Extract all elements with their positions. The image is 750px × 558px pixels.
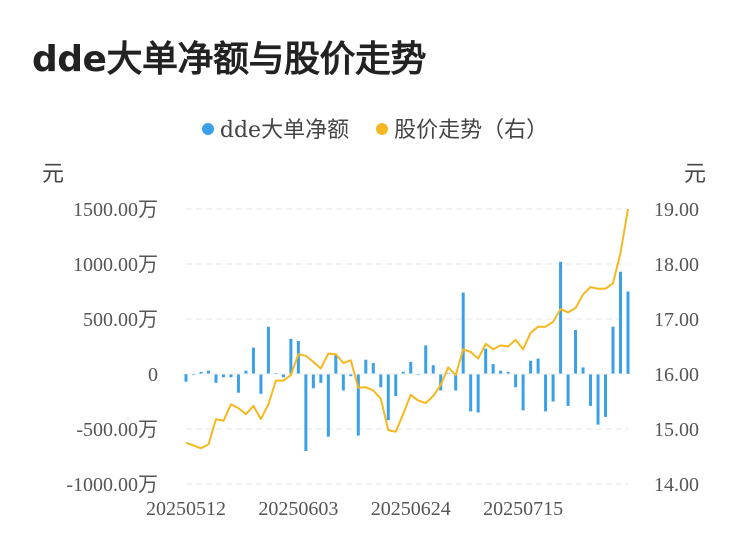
dde-bar [394, 374, 398, 396]
dde-bar [401, 371, 405, 374]
legend-item-dde[interactable]: dde大单净额 [201, 112, 350, 144]
legend: dde大单净额 股价走势（右） [0, 112, 750, 144]
right-tick-label: 16.00 [654, 364, 699, 386]
dde-bar [439, 374, 443, 391]
dde-bar [416, 374, 420, 376]
left-tick-label: 1500.00万 [73, 199, 158, 221]
dde-bar [476, 374, 480, 413]
dde-bar [191, 374, 195, 376]
dde-bar [529, 360, 533, 374]
dde-bar [244, 370, 248, 374]
dde-bar [566, 374, 570, 406]
dde-bar [469, 374, 473, 412]
dde-bar [221, 374, 225, 378]
dde-bar [461, 292, 465, 374]
x-tick-label: 20250715 [483, 498, 563, 520]
dde-bar [544, 374, 548, 412]
dde-bar [349, 374, 353, 377]
dde-bar [491, 364, 495, 374]
left-tick-label: -500.00万 [76, 419, 158, 441]
dde-bar [259, 374, 263, 394]
price-line [185, 208, 629, 450]
dde-bar [446, 372, 450, 374]
dde-bar [341, 374, 345, 391]
dde-bar [356, 374, 360, 436]
dde-bar [326, 374, 330, 437]
dde-bar [319, 374, 323, 383]
legend-dot-dde [201, 123, 214, 135]
left-tick-label: 0 [148, 364, 158, 386]
dde-bar [206, 370, 210, 374]
dde-bar [589, 374, 593, 406]
dde-bar [386, 374, 390, 421]
dde-bar [484, 348, 488, 374]
dde-bar [236, 374, 240, 393]
right-tick-label: 18.00 [654, 254, 699, 276]
dde-bar [604, 374, 608, 417]
dde-bar [296, 341, 300, 374]
dde-bar [454, 374, 458, 391]
right-tick-label: 15.00 [654, 419, 699, 441]
dde-bar [611, 326, 615, 374]
dde-bar [409, 361, 413, 374]
right-tick-label: 17.00 [654, 309, 699, 331]
dde-bar [551, 374, 555, 402]
dde-bar [424, 345, 428, 374]
dde-bar [199, 371, 203, 374]
x-tick-label: 20250512 [146, 498, 226, 520]
dde-bar [521, 374, 525, 411]
dde-bar [379, 374, 383, 388]
dde-bar [559, 261, 563, 374]
dde-bar [626, 291, 630, 374]
dde-bar [229, 374, 233, 378]
legend-dot-price [376, 123, 389, 135]
right-axis-unit: 元 [684, 162, 707, 187]
dde-bar [311, 374, 315, 389]
dde-bar [431, 365, 435, 374]
left-tick-label: -1000.00万 [66, 474, 158, 496]
dde-bar [184, 374, 188, 382]
dde-bar [304, 374, 308, 451]
dde-bar [334, 355, 338, 374]
left-axis-unit: 元 [42, 162, 65, 187]
dde-bar [536, 358, 540, 374]
left-tick-label: 1000.00万 [73, 254, 158, 276]
dde-bar [514, 374, 518, 388]
dde-bar [581, 367, 585, 374]
legend-label-dde: dde大单净额 [219, 118, 350, 143]
x-tick-label: 20250603 [258, 498, 338, 520]
dde-bar [266, 326, 270, 374]
dde-bar [274, 372, 278, 374]
right-tick-label: 14.00 [654, 474, 699, 496]
dde-bar [574, 330, 578, 374]
dde-bar [214, 374, 218, 383]
chart-title: dde大单净额与股价走势 [32, 39, 426, 80]
legend-item-price[interactable]: 股价走势（右） [376, 112, 548, 144]
dde-bar [596, 374, 600, 425]
dde-bar [499, 370, 503, 374]
dde-bar [619, 271, 623, 374]
legend-label-price: 股价走势（右） [394, 118, 549, 143]
dde-bar [364, 359, 368, 374]
dde-bar [281, 374, 285, 378]
dde-bar [289, 338, 293, 374]
dde-bar [371, 363, 375, 374]
right-tick-label: 19.00 [654, 199, 699, 221]
dde-bar [251, 347, 255, 374]
x-tick-label: 20250624 [371, 498, 451, 520]
dde-bar [506, 371, 510, 374]
left-tick-label: 500.00万 [83, 309, 158, 331]
